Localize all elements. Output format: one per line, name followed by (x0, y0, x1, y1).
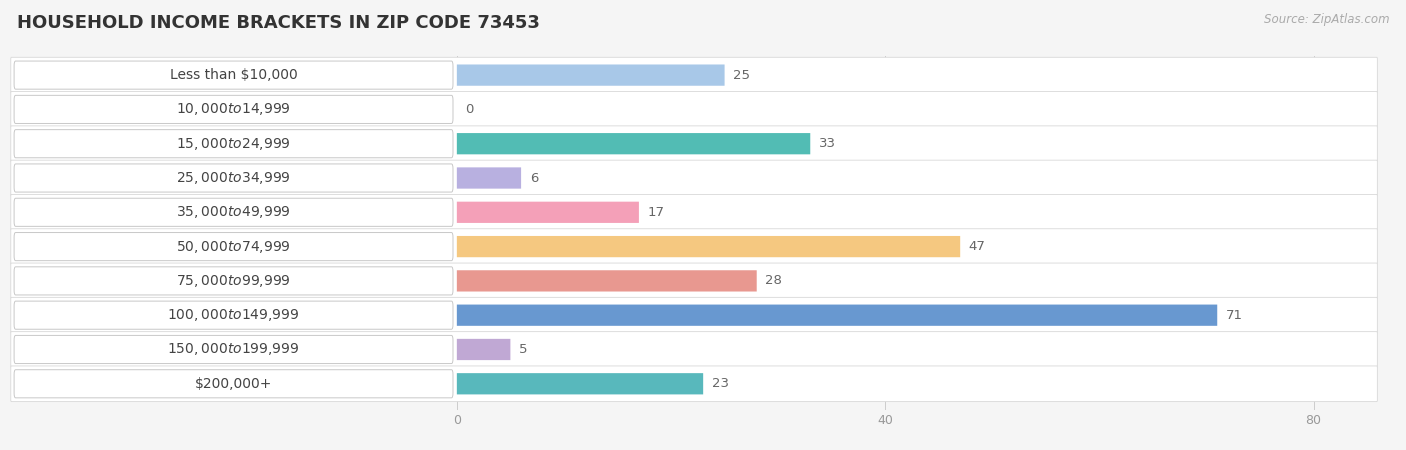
Text: 6: 6 (530, 171, 538, 184)
FancyBboxPatch shape (11, 160, 1378, 196)
FancyBboxPatch shape (457, 339, 510, 360)
Text: $35,000 to $49,999: $35,000 to $49,999 (176, 204, 291, 220)
FancyBboxPatch shape (457, 305, 1218, 326)
Text: HOUSEHOLD INCOME BRACKETS IN ZIP CODE 73453: HOUSEHOLD INCOME BRACKETS IN ZIP CODE 73… (17, 14, 540, 32)
Text: $10,000 to $14,999: $10,000 to $14,999 (176, 101, 291, 117)
FancyBboxPatch shape (14, 164, 453, 192)
Text: 25: 25 (733, 68, 751, 81)
Text: $15,000 to $24,999: $15,000 to $24,999 (176, 136, 291, 152)
Text: 71: 71 (1226, 309, 1243, 322)
Text: $75,000 to $99,999: $75,000 to $99,999 (176, 273, 291, 289)
FancyBboxPatch shape (457, 236, 960, 257)
Text: 17: 17 (648, 206, 665, 219)
FancyBboxPatch shape (14, 233, 453, 261)
FancyBboxPatch shape (11, 126, 1378, 162)
Text: $150,000 to $199,999: $150,000 to $199,999 (167, 342, 299, 357)
FancyBboxPatch shape (11, 92, 1378, 127)
FancyBboxPatch shape (457, 270, 756, 292)
Text: Less than $10,000: Less than $10,000 (170, 68, 298, 82)
FancyBboxPatch shape (14, 95, 453, 123)
Text: 5: 5 (519, 343, 527, 356)
Text: 33: 33 (818, 137, 835, 150)
FancyBboxPatch shape (11, 297, 1378, 333)
Text: 47: 47 (969, 240, 986, 253)
FancyBboxPatch shape (457, 133, 810, 154)
FancyBboxPatch shape (11, 366, 1378, 401)
FancyBboxPatch shape (11, 194, 1378, 230)
FancyBboxPatch shape (457, 202, 638, 223)
FancyBboxPatch shape (457, 373, 703, 394)
FancyBboxPatch shape (14, 61, 453, 89)
Text: $100,000 to $149,999: $100,000 to $149,999 (167, 307, 299, 323)
Text: 23: 23 (711, 377, 728, 390)
FancyBboxPatch shape (457, 167, 522, 189)
FancyBboxPatch shape (14, 267, 453, 295)
Text: $200,000+: $200,000+ (195, 377, 273, 391)
FancyBboxPatch shape (14, 370, 453, 398)
Text: Source: ZipAtlas.com: Source: ZipAtlas.com (1264, 14, 1389, 27)
FancyBboxPatch shape (11, 263, 1378, 299)
FancyBboxPatch shape (11, 57, 1378, 93)
FancyBboxPatch shape (14, 198, 453, 226)
FancyBboxPatch shape (11, 229, 1378, 265)
FancyBboxPatch shape (11, 332, 1378, 367)
Text: 0: 0 (465, 103, 474, 116)
Text: $25,000 to $34,999: $25,000 to $34,999 (176, 170, 291, 186)
Text: $50,000 to $74,999: $50,000 to $74,999 (176, 238, 291, 255)
FancyBboxPatch shape (14, 301, 453, 329)
FancyBboxPatch shape (457, 64, 724, 86)
FancyBboxPatch shape (14, 335, 453, 364)
Text: 28: 28 (765, 274, 782, 288)
FancyBboxPatch shape (14, 130, 453, 158)
